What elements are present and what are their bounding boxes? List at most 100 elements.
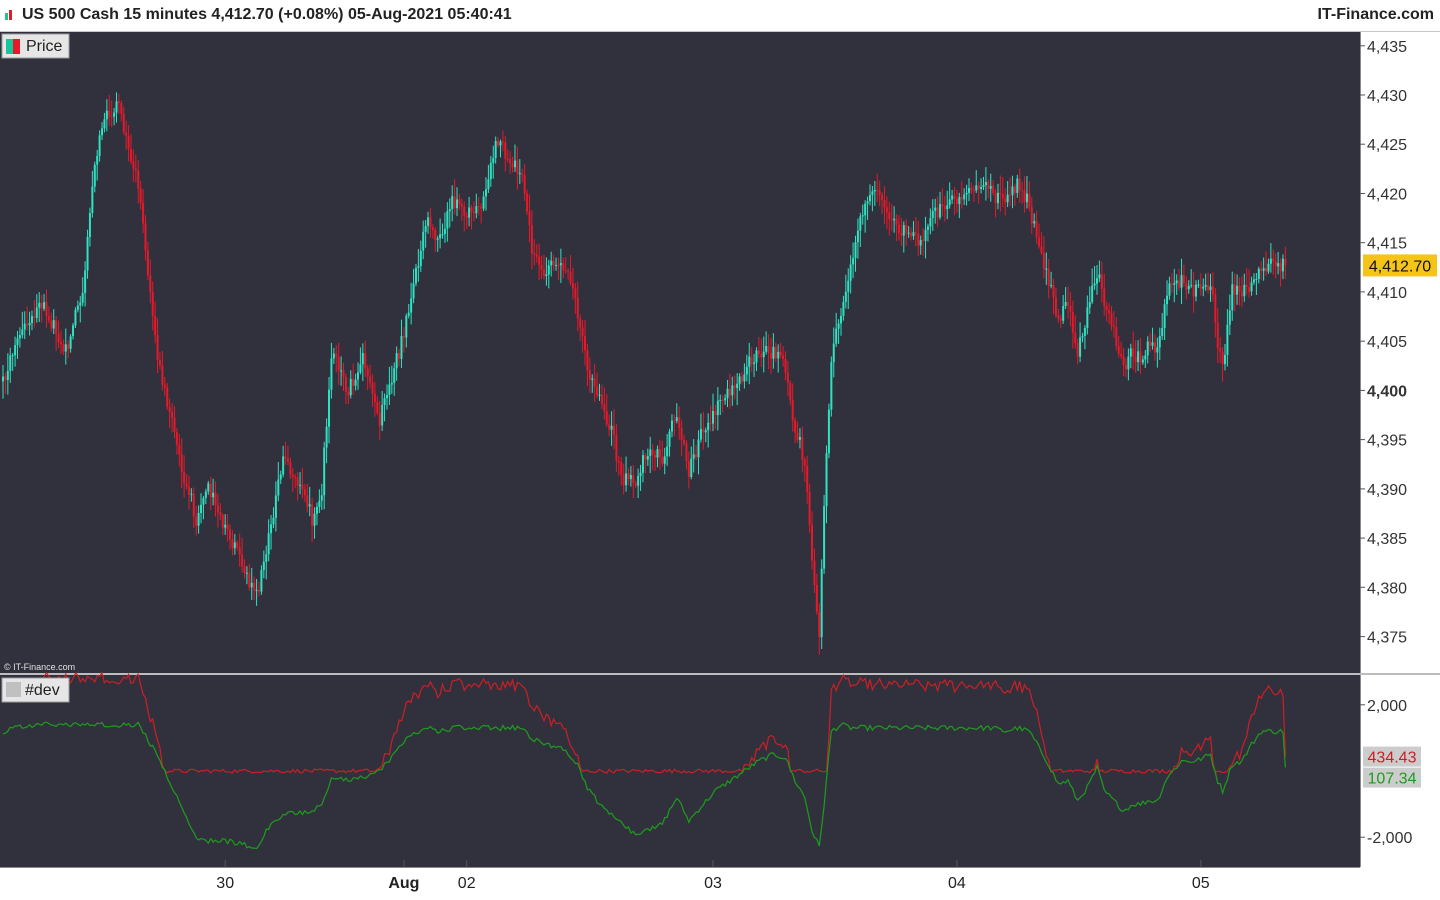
candle bbox=[79, 295, 82, 323]
candle bbox=[400, 319, 403, 368]
candle bbox=[1228, 294, 1231, 335]
candle bbox=[1144, 350, 1147, 368]
candle bbox=[895, 214, 898, 241]
candle bbox=[683, 434, 686, 446]
candle bbox=[627, 468, 630, 486]
candle bbox=[1207, 272, 1210, 294]
candle bbox=[1059, 314, 1062, 329]
candle bbox=[241, 537, 244, 573]
candle bbox=[972, 185, 975, 202]
candle bbox=[1067, 286, 1070, 319]
candle bbox=[506, 149, 509, 163]
chart-area[interactable]: 4,435 4,430 4,425 4,420 4,415 4,410 4,405 4,400… bbox=[0, 32, 1440, 900]
candle bbox=[330, 342, 333, 399]
candle bbox=[190, 488, 193, 502]
candle bbox=[680, 420, 683, 456]
price-panel[interactable] bbox=[0, 32, 1360, 673]
candle bbox=[332, 347, 335, 364]
candle bbox=[371, 374, 374, 407]
candle bbox=[716, 387, 719, 431]
candle bbox=[204, 488, 207, 504]
candle bbox=[11, 353, 14, 371]
candle bbox=[260, 565, 263, 595]
candle bbox=[728, 373, 731, 409]
candle bbox=[977, 181, 980, 204]
dev-lower-value: 107.34 bbox=[1368, 771, 1417, 788]
candle bbox=[835, 312, 838, 347]
candle bbox=[405, 313, 408, 348]
candle bbox=[125, 120, 128, 150]
candle bbox=[1112, 311, 1115, 338]
candle bbox=[1248, 269, 1251, 298]
candle bbox=[480, 203, 483, 224]
candle bbox=[926, 223, 929, 242]
candle bbox=[1038, 223, 1041, 249]
candle bbox=[598, 383, 601, 401]
candle bbox=[854, 235, 857, 272]
candle bbox=[96, 149, 99, 181]
price-legend[interactable]: Price bbox=[1, 33, 70, 59]
dev-panel[interactable] bbox=[0, 675, 1360, 867]
price-tick-label: 4,390 bbox=[1367, 482, 1407, 499]
candle bbox=[284, 441, 287, 465]
candle bbox=[253, 576, 256, 601]
candle bbox=[446, 202, 449, 242]
candle bbox=[526, 189, 529, 215]
candle bbox=[1185, 276, 1188, 300]
time-axis[interactable] bbox=[0, 867, 1440, 900]
candle bbox=[1236, 274, 1239, 305]
candle bbox=[564, 257, 567, 274]
candle bbox=[417, 248, 420, 282]
candle bbox=[651, 444, 654, 471]
candle bbox=[562, 257, 565, 279]
candle bbox=[704, 427, 707, 443]
candle bbox=[318, 489, 321, 513]
candle bbox=[23, 311, 26, 339]
candle bbox=[1062, 295, 1065, 324]
dev-legend[interactable]: #dev bbox=[1, 677, 70, 703]
candle bbox=[1245, 268, 1248, 295]
candle bbox=[465, 212, 468, 229]
candle bbox=[216, 493, 219, 528]
candle bbox=[436, 235, 439, 252]
candle bbox=[369, 364, 372, 389]
candle bbox=[1105, 301, 1108, 322]
price-legend-label: Price bbox=[26, 38, 63, 55]
candle bbox=[359, 347, 362, 375]
candle bbox=[28, 311, 31, 336]
price-tick-label: 4,400 bbox=[1367, 383, 1407, 400]
candle bbox=[166, 383, 169, 410]
candle bbox=[202, 495, 205, 520]
candle bbox=[1243, 273, 1246, 302]
price-tick-label: 4,420 bbox=[1367, 187, 1407, 204]
price-tick-label: 4,375 bbox=[1367, 630, 1407, 647]
price-axis[interactable] bbox=[1360, 32, 1440, 867]
candle bbox=[1028, 181, 1031, 212]
candle bbox=[538, 243, 541, 281]
candle bbox=[540, 255, 543, 280]
candle bbox=[57, 320, 60, 349]
candle bbox=[859, 212, 862, 247]
candle bbox=[963, 188, 966, 205]
candle bbox=[88, 207, 91, 247]
candle bbox=[620, 457, 623, 486]
candle bbox=[43, 294, 46, 311]
candle bbox=[849, 255, 852, 294]
price-tick-label: 4,410 bbox=[1367, 285, 1407, 302]
candle bbox=[296, 472, 299, 501]
candle bbox=[1045, 252, 1048, 285]
candle bbox=[122, 107, 125, 136]
candle bbox=[806, 455, 809, 504]
candle bbox=[605, 394, 608, 427]
candle bbox=[1199, 273, 1202, 296]
candle bbox=[279, 470, 282, 484]
candle bbox=[219, 503, 222, 521]
candle bbox=[1265, 251, 1268, 276]
candle bbox=[996, 183, 999, 210]
candle bbox=[352, 363, 355, 395]
candle bbox=[1195, 280, 1198, 302]
candle bbox=[395, 346, 398, 381]
price-tick-label: 4,380 bbox=[1367, 580, 1407, 597]
candle bbox=[542, 254, 545, 280]
candle bbox=[760, 338, 763, 367]
